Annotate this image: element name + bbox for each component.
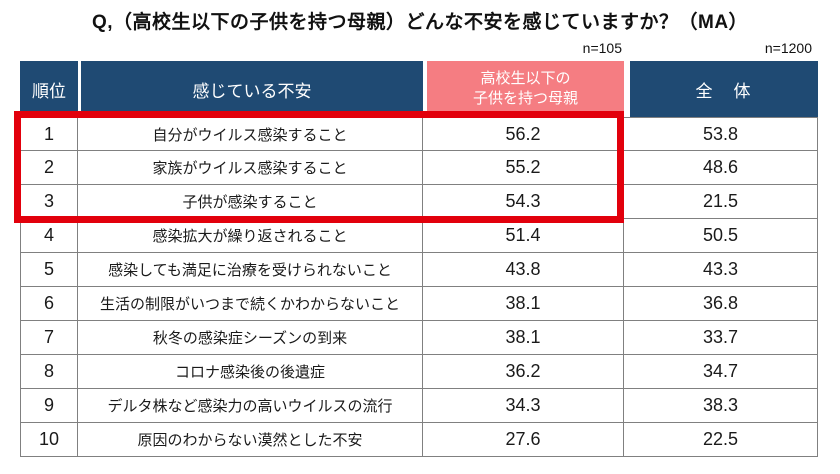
anxiety-cell: 秋冬の感染症シーズンの到来 xyxy=(78,321,423,355)
rank-cell: 7 xyxy=(20,321,78,355)
table-row: 2 家族がウイルス感染すること 55.2 48.6 xyxy=(20,151,818,185)
total-value-cell: 36.8 xyxy=(624,287,818,321)
header-rank: 順位 xyxy=(20,61,78,117)
total-value-cell: 34.7 xyxy=(624,355,818,389)
anxiety-cell: 感染拡大が繰り返されること xyxy=(78,219,423,253)
header-mothers-line2: 子供を持つ母親 xyxy=(472,90,578,107)
anxiety-cell: 家族がウイルス感染すること xyxy=(78,151,423,185)
sample-size-total: n=1200 xyxy=(764,40,812,56)
anxiety-cell: 原因のわからない漠然とした不安 xyxy=(78,423,423,457)
anxiety-cell: 感染しても満足に治療を受けられないこと xyxy=(78,253,423,287)
rank-cell: 1 xyxy=(20,117,78,151)
table-row: 6 生活の制限がいつまで続くかわからないこと 38.1 36.8 xyxy=(20,287,818,321)
mothers-value-cell: 38.1 xyxy=(423,287,624,321)
header-anxiety: 感じている不安 xyxy=(78,61,423,117)
anxiety-cell: コロナ感染後の後遺症 xyxy=(78,355,423,389)
table-row: 9 デルタ株など感染力の高いウイルスの流行 34.3 38.3 xyxy=(20,389,818,423)
mothers-value-cell: 56.2 xyxy=(423,117,624,151)
mothers-value-cell: 54.3 xyxy=(423,185,624,219)
table-row: 7 秋冬の感染症シーズンの到来 38.1 33.7 xyxy=(20,321,818,355)
total-value-cell: 33.7 xyxy=(624,321,818,355)
table-row: 8 コロナ感染後の後遺症 36.2 34.7 xyxy=(20,355,818,389)
rank-cell: 4 xyxy=(20,219,78,253)
anxiety-cell: 子供が感染すること xyxy=(78,185,423,219)
table-row: 4 感染拡大が繰り返されること 51.4 50.5 xyxy=(20,219,818,253)
mothers-value-cell: 27.6 xyxy=(423,423,624,457)
total-value-cell: 50.5 xyxy=(624,219,818,253)
mothers-value-cell: 43.8 xyxy=(423,253,624,287)
total-value-cell: 38.3 xyxy=(624,389,818,423)
rank-cell: 8 xyxy=(20,355,78,389)
rank-cell: 6 xyxy=(20,287,78,321)
header-mothers-line1: 高校生以下の xyxy=(480,69,571,87)
table-header-row: 順位 感じている不安 高校生以下の 子供を持つ母親 全 体 xyxy=(20,61,818,117)
mothers-value-cell: 36.2 xyxy=(423,355,624,389)
mothers-value-cell: 51.4 xyxy=(423,219,624,253)
rank-cell: 3 xyxy=(20,185,78,219)
survey-results-table: 順位 感じている不安 高校生以下の 子供を持つ母親 全 体 1 自分がウイルス感… xyxy=(20,61,818,457)
rank-cell: 10 xyxy=(20,423,78,457)
table-row: 5 感染しても満足に治療を受けられないこと 43.8 43.3 xyxy=(20,253,818,287)
header-mothers: 高校生以下の 子供を持つ母親 xyxy=(423,61,624,117)
page-title: Q,（高校生以下の子供を持つ母親）どんな不安を感じていますか？（MA） xyxy=(91,12,749,33)
rank-cell: 2 xyxy=(20,151,78,185)
total-value-cell: 21.5 xyxy=(624,185,818,219)
total-value-cell: 48.6 xyxy=(624,151,818,185)
total-value-cell: 22.5 xyxy=(624,423,818,457)
sample-size-mothers: n=105 xyxy=(582,40,622,56)
total-value-cell: 43.3 xyxy=(624,253,818,287)
header-total: 全 体 xyxy=(624,61,818,117)
rank-cell: 5 xyxy=(20,253,78,287)
table-row: 1 自分がウイルス感染すること 56.2 53.8 xyxy=(20,117,818,151)
mothers-value-cell: 34.3 xyxy=(423,389,624,423)
rank-cell: 9 xyxy=(20,389,78,423)
anxiety-cell: 自分がウイルス感染すること xyxy=(78,117,423,151)
total-value-cell: 53.8 xyxy=(624,117,818,151)
table-row: 10 原因のわからない漠然とした不安 27.6 22.5 xyxy=(20,423,818,457)
anxiety-cell: デルタ株など感染力の高いウイルスの流行 xyxy=(78,389,423,423)
anxiety-cell: 生活の制限がいつまで続くかわからないこと xyxy=(78,287,423,321)
table-row: 3 子供が感染すること 54.3 21.5 xyxy=(20,185,818,219)
mothers-value-cell: 55.2 xyxy=(423,151,624,185)
mothers-value-cell: 38.1 xyxy=(423,321,624,355)
